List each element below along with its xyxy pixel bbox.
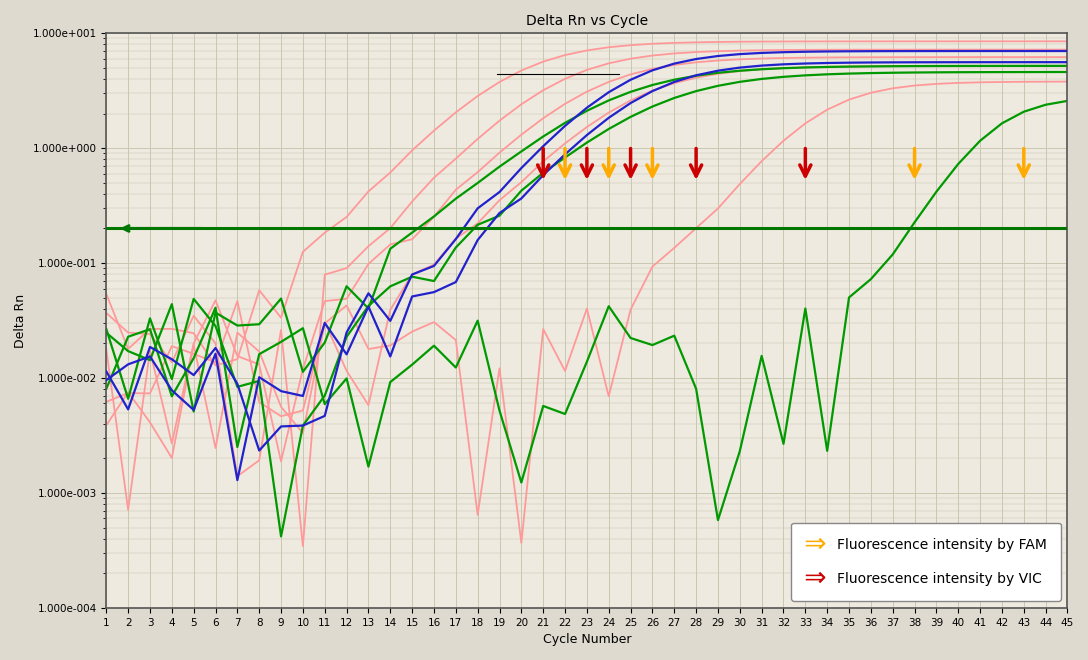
Y-axis label: Delta Rn: Delta Rn: [14, 294, 27, 348]
X-axis label: Cycle Number: Cycle Number: [543, 633, 631, 646]
Legend: Fluorescence intensity by FAM, Fluorescence intensity by VIC: Fluorescence intensity by FAM, Fluoresce…: [791, 523, 1061, 601]
Title: Delta Rn vs Cycle: Delta Rn vs Cycle: [526, 14, 648, 28]
